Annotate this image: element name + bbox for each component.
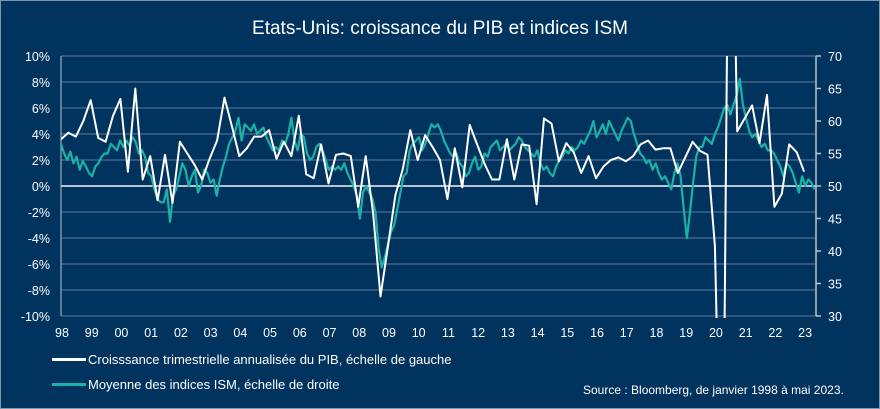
x-tick-label: 22 (768, 326, 782, 340)
x-tick-label: 98 (55, 326, 69, 340)
right-y-tick-label: 60 (828, 115, 842, 129)
right-y-tick-label: 45 (828, 213, 842, 227)
gridlines (61, 55, 816, 317)
right-y-tick-label: 40 (828, 245, 842, 259)
right-y-tick-label: 50 (828, 180, 842, 194)
ism-series-line (61, 77, 816, 269)
x-tick-labels: 98 99 00 01 02 03 04 05 06 07 08 09 10 11 12 13 14 15 16 17… (55, 326, 812, 340)
x-tick-label: 16 (590, 326, 604, 340)
legend-swatch-gdp (52, 358, 86, 361)
left-y-tick-label: 2% (32, 154, 50, 168)
x-tick-label: 12 (471, 326, 485, 340)
legend-label-gdp: Croisssance trimestrielle annualisée du … (88, 352, 452, 367)
x-tick-label: 23 (798, 326, 812, 340)
legend-item-ism: Moyenne des indices ISM, échelle de droi… (52, 377, 339, 392)
x-tick-label: 06 (293, 326, 307, 340)
series-lines (61, 56, 816, 318)
x-tick-label: 10 (412, 326, 426, 340)
x-tick-label: 00 (114, 326, 128, 340)
gdp-series-line (61, 56, 806, 318)
left-y-tick-label: 4% (32, 128, 50, 142)
x-tick-label: 07 (323, 326, 337, 340)
left-y-tick-label: -6% (28, 258, 50, 272)
x-tick-label: 02 (174, 326, 188, 340)
x-tick-label: 05 (263, 326, 277, 340)
x-tick-label: 13 (501, 326, 515, 340)
left-y-tick-label: -4% (28, 232, 50, 246)
x-tick-label: 21 (739, 326, 753, 340)
left-y-tick-label: -10% (21, 310, 50, 324)
right-y-tick-label: 30 (828, 310, 842, 324)
left-y-tick-label: 0% (32, 180, 50, 194)
x-tick-label: 20 (709, 326, 723, 340)
left-y-tick-label: -8% (28, 284, 50, 298)
left-y-tick-label: 10% (25, 50, 50, 64)
legend-swatch-ism (52, 383, 86, 386)
x-tick-label: 01 (144, 326, 158, 340)
x-tick-label: 03 (204, 326, 218, 340)
chart-title: Etats-Unis: croissance du PIB et indices… (252, 18, 628, 39)
source-note: Source : Bloomberg, de janvier 1998 à ma… (583, 383, 844, 397)
right-y-tick-labels: 70 65 60 55 50 45 40 35 30 (828, 50, 842, 324)
right-y-tick-label: 35 (828, 278, 842, 292)
axes (60, 55, 821, 317)
x-tick-label: 18 (650, 326, 664, 340)
x-tick-label: 09 (382, 326, 396, 340)
x-tick-label: 11 (442, 326, 455, 340)
legend-item-gdp: Croisssance trimestrielle annualisée du … (52, 352, 451, 367)
x-tick-label: 14 (531, 326, 545, 340)
left-y-tick-labels: 10% 8% 6% 4% 2% 0% -2% -4% -6% -8% -10% (21, 50, 50, 324)
x-tick-label: 15 (560, 326, 574, 340)
right-y-tick-label: 70 (828, 50, 842, 64)
x-tick-label: 08 (352, 326, 366, 340)
x-tick-label: 19 (679, 326, 693, 340)
left-y-tick-label: -2% (28, 206, 50, 220)
right-y-tick-label: 55 (828, 148, 842, 162)
legend-label-ism: Moyenne des indices ISM, échelle de droi… (88, 377, 340, 392)
x-tick-label: 04 (233, 326, 247, 340)
x-tick-label: 99 (85, 326, 99, 340)
left-y-tick-label: 6% (32, 102, 50, 116)
right-y-tick-label: 65 (828, 83, 842, 97)
left-y-tick-label: 8% (32, 76, 50, 90)
x-tick-label: 17 (620, 326, 634, 340)
